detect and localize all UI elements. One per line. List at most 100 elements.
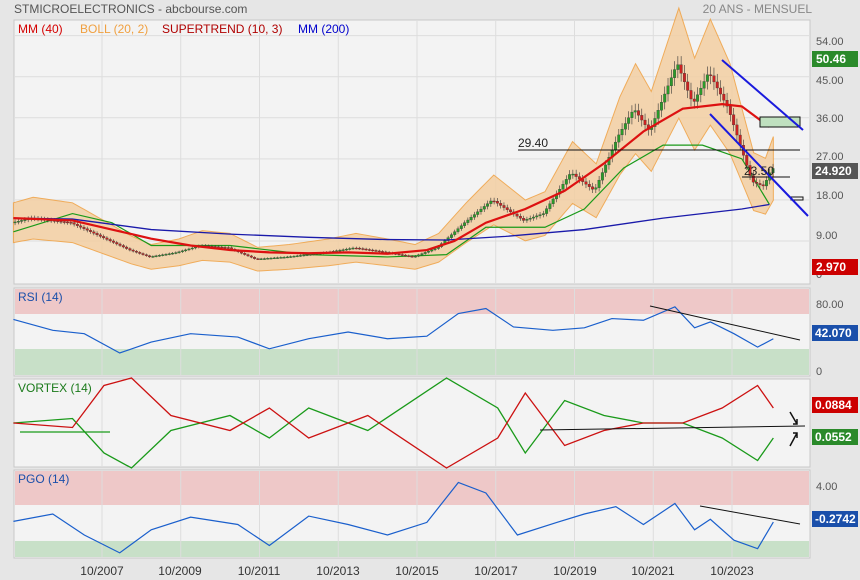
- vortex-trend-line: [539, 425, 806, 431]
- candle: [765, 180, 768, 187]
- candle: [135, 251, 138, 253]
- candle: [226, 247, 230, 249]
- candle: [282, 256, 286, 259]
- candle: [157, 255, 161, 257]
- x-tick: 10/2023: [710, 564, 754, 578]
- candle: [240, 251, 243, 254]
- candle: [509, 209, 512, 213]
- x-tick: 10/2007: [80, 564, 124, 578]
- candle: [502, 205, 506, 208]
- candle: [433, 248, 437, 250]
- candle: [144, 254, 148, 256]
- candle: [719, 87, 722, 95]
- candle: [361, 248, 365, 250]
- candle: [541, 213, 545, 215]
- candle: [469, 217, 473, 221]
- rsi-overbought-zone: [15, 289, 809, 314]
- bollinger-band: [12, 6, 774, 272]
- trend-line-upper: [721, 59, 804, 131]
- candle: [230, 247, 234, 250]
- pgo-low-zone: [15, 541, 809, 557]
- candle: [574, 173, 578, 177]
- candle: [75, 224, 79, 226]
- candle: [125, 246, 129, 249]
- candle: [489, 200, 493, 204]
- candle: [121, 245, 125, 248]
- candle: [417, 254, 421, 257]
- candle: [85, 228, 89, 231]
- candle: [341, 249, 345, 251]
- candle: [745, 155, 749, 166]
- candle: [591, 186, 594, 190]
- candle: [427, 250, 430, 253]
- chart-title: STMICROELECTRONICS - abcbourse.com: [14, 2, 247, 16]
- x-tick: 10/2015: [395, 564, 439, 578]
- candle: [102, 236, 106, 239]
- legend-boll: BOLL (20, 2): [80, 22, 148, 36]
- candle: [82, 227, 86, 229]
- candle: [174, 252, 178, 254]
- candle: [561, 184, 565, 190]
- candle: [180, 250, 184, 252]
- vortex-minus-line: [13, 377, 774, 469]
- candle: [505, 207, 509, 210]
- candle: [545, 208, 549, 214]
- vortex-plus-badge: 0.0552: [815, 430, 852, 444]
- candle: [259, 258, 263, 260]
- candle: [453, 231, 457, 235]
- candle: [249, 255, 253, 258]
- y-tick: 9.00: [816, 230, 837, 242]
- candle: [712, 75, 716, 83]
- candle: [20, 220, 24, 222]
- y-tick: 45.00: [816, 75, 844, 87]
- candle: [600, 172, 604, 181]
- candle: [446, 237, 450, 241]
- candle: [112, 240, 115, 243]
- candle: [715, 81, 719, 89]
- candle: [279, 257, 283, 259]
- candle: [450, 234, 453, 238]
- candle: [164, 254, 168, 256]
- candle: [495, 201, 499, 204]
- candle: [751, 175, 755, 183]
- candle: [154, 255, 158, 257]
- pgo-trend-line: [699, 505, 801, 525]
- x-tick: 10/2013: [316, 564, 360, 578]
- x-axis-labels: 10/2007 10/2009 10/2011 10/2013 10/2015 …: [80, 564, 754, 578]
- candle: [308, 254, 312, 256]
- candle: [528, 217, 532, 220]
- candle: [696, 94, 699, 102]
- candle: [276, 257, 279, 259]
- y-tick: 18.00: [816, 190, 844, 202]
- mm40-line: [13, 102, 771, 255]
- candle: [571, 173, 575, 176]
- candle: [548, 203, 552, 209]
- vortex-minus-badge-bg: [812, 397, 858, 413]
- candle: [673, 69, 677, 78]
- candle: [299, 255, 302, 257]
- candle: [686, 81, 690, 91]
- candle: [702, 81, 706, 89]
- candle: [16, 221, 20, 223]
- candle: [663, 93, 667, 103]
- candle: [676, 64, 680, 70]
- rsi-oversold-zone: [15, 349, 809, 375]
- candle: [689, 90, 693, 100]
- candle: [761, 184, 765, 187]
- candle: [364, 248, 368, 251]
- candle: [371, 249, 375, 252]
- candle: [482, 206, 486, 210]
- last-price-badge-bg: [812, 163, 858, 179]
- candle: [614, 141, 617, 150]
- candle: [463, 222, 467, 226]
- candle: [69, 222, 73, 224]
- candle: [692, 98, 696, 102]
- pgo-high-zone: [15, 471, 809, 505]
- candle: [190, 247, 194, 250]
- candle: [167, 253, 171, 255]
- candle: [92, 231, 96, 234]
- candle: [262, 258, 266, 260]
- high-badge-bg: [812, 51, 858, 67]
- arrow-down-icon: [789, 411, 798, 425]
- candle: [755, 182, 759, 184]
